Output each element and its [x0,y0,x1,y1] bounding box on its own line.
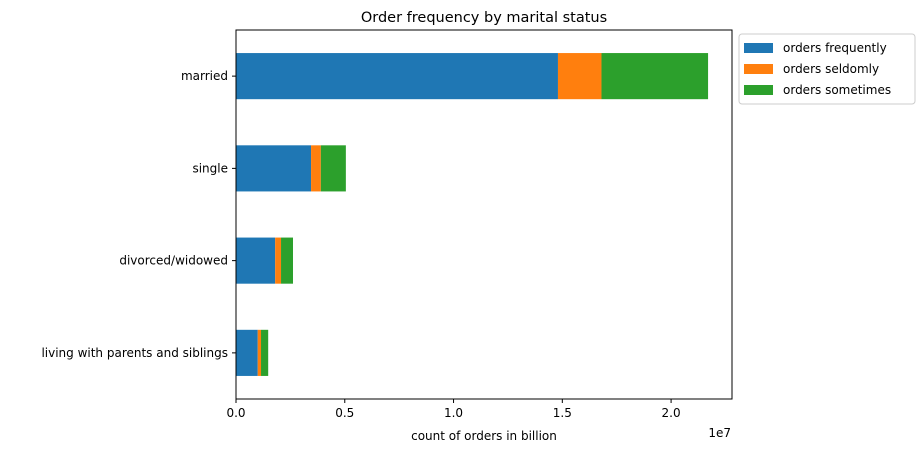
bar-1-1 [236,53,558,100]
y-tick-label: divorced/widowed [119,254,228,268]
legend-label-3: orders sometimes [783,83,891,97]
bar-2-3 [275,237,282,284]
x-offset-label: 1e7 [708,426,731,440]
bar-2-1 [557,53,602,100]
legend-label-1: orders frequently [783,41,887,55]
legend-box [738,33,916,105]
x-axis: 0.0 0.5 1.0 1.5 2.0 [226,399,681,420]
y-tick-label: single [192,161,228,175]
bars-group [236,53,709,376]
y-axis: married single divorced/widowed living with… [41,69,236,360]
legend-swatch-2 [744,64,773,74]
bar-3-4 [261,329,269,376]
legend: orders frequently orders seldomly orders s… [738,33,916,105]
legend-swatch-3 [744,85,773,95]
y-tick-label: married [181,69,228,83]
x-tick-label: 1.0 [444,406,463,420]
bar-3-1 [601,53,709,100]
bar-1-3 [236,237,276,284]
x-tick-label: 2.0 [662,406,681,420]
plot-frame [235,29,733,400]
legend-label-2: orders seldomly [783,62,879,76]
bar-1-4 [236,329,258,376]
bar-2-2 [311,145,321,192]
y-tick-label: living with parents and siblings [41,346,228,360]
bar-2-4 [257,329,262,376]
bar-1-2 [236,145,312,192]
chart-title: Order frequency by marital status [361,10,607,26]
x-axis-label: count of orders in billion [411,429,557,443]
bar-3-3 [281,237,293,284]
x-tick-label: 0.0 [226,406,245,420]
x-tick-label: 0.5 [335,406,354,420]
bar-3-2 [320,145,346,192]
x-tick-label: 1.5 [553,406,572,420]
legend-swatch-1 [744,43,773,53]
